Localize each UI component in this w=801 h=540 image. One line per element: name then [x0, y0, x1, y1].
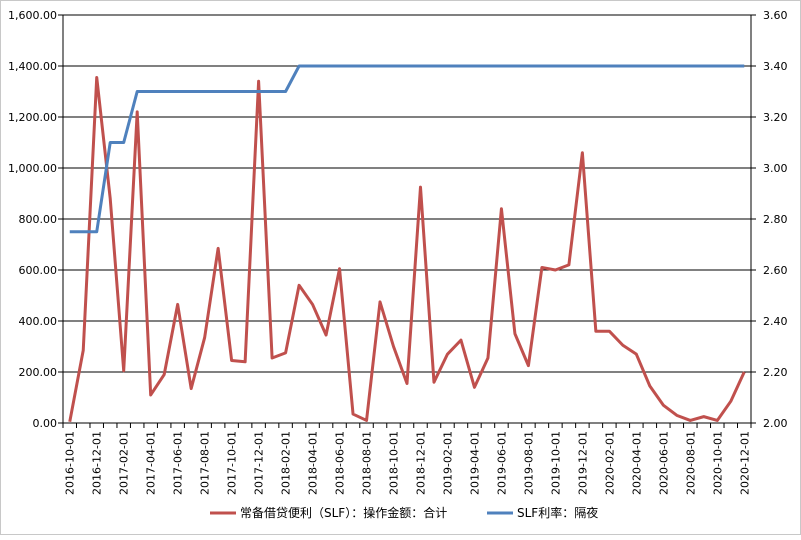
- x-tick-label: 2017-06-01: [172, 431, 185, 495]
- x-tick-label: 2018-08-01: [361, 431, 374, 495]
- x-tick-label: 2017-08-01: [199, 431, 212, 495]
- x-tick-label: 2020-08-01: [684, 431, 697, 495]
- x-tick-label: 2019-06-01: [495, 431, 508, 495]
- x-tick-label: 2020-02-01: [603, 431, 616, 495]
- x-tick-label: 2020-04-01: [630, 431, 643, 495]
- x-tick-label: 2019-12-01: [576, 431, 589, 495]
- x-tick-label: 2019-08-01: [522, 431, 535, 495]
- right-tick-label: 2.60: [763, 264, 788, 277]
- x-tick-label: 2018-12-01: [414, 431, 427, 495]
- x-tick-label: 2017-04-01: [145, 431, 158, 495]
- x-tick-label: 2020-10-01: [711, 431, 724, 495]
- left-tick-label: 200.00: [19, 366, 58, 379]
- left-tick-label: 600.00: [19, 264, 58, 277]
- left-tick-label: 400.00: [19, 315, 58, 328]
- series-line-2: [69, 64, 745, 234]
- left-tick-label: 800.00: [19, 213, 58, 226]
- left-tick-label: 1,000.00: [8, 162, 57, 175]
- series: [68, 64, 746, 423]
- left-tick-label: 1,200.00: [8, 111, 57, 124]
- series-line-1: [68, 75, 746, 423]
- x-tick-label: 2020-12-01: [738, 431, 751, 495]
- right-axis-ticks: 2.00 2.20 2.40 2.60 2.80 3.00 3.20 3.40 3.60: [751, 9, 788, 430]
- left-tick-label: 1,600.00: [8, 9, 57, 22]
- x-tick-label: 2019-10-01: [549, 431, 562, 495]
- right-tick-label: 3.20: [763, 111, 788, 124]
- left-axis-ticks: 0.00 200.00 400.00 600.00 800.00 1,000.00 1,20…: [8, 9, 63, 430]
- right-tick-label: 2.40: [763, 315, 788, 328]
- right-tick-label: 3.00: [763, 162, 788, 175]
- x-tick-label: 2020-06-01: [657, 431, 670, 495]
- x-axis-ticks: 2016-10-01 2016-12-01 2017-02-01 2017-04-01…: [62, 423, 752, 495]
- gridlines: [63, 14, 751, 373]
- right-tick-label: 2.80: [763, 213, 788, 226]
- right-tick-label: 2.00: [763, 417, 788, 430]
- x-tick-label: 2019-04-01: [468, 431, 481, 495]
- x-tick-label: 2017-02-01: [118, 431, 131, 495]
- legend-label-2: SLF利率：隔夜: [517, 505, 598, 520]
- x-tick-label: 2016-12-01: [91, 431, 104, 495]
- x-tick-label: 2018-04-01: [307, 431, 320, 495]
- x-tick-label: 2019-02-01: [441, 431, 454, 495]
- right-tick-label: 3.40: [763, 60, 788, 73]
- right-tick-label: 2.20: [763, 366, 788, 379]
- x-tick-label: 2018-10-01: [388, 431, 401, 495]
- x-tick-label: 2017-10-01: [226, 431, 239, 495]
- x-tick-label: 2018-02-01: [280, 431, 293, 495]
- left-tick-label: 1,400.00: [8, 60, 57, 73]
- x-tick-label: 2016-10-01: [64, 431, 77, 495]
- legend-label-1: 常备借贷便利（SLF）：操作金额：合计: [240, 505, 447, 520]
- x-tick-label: 2018-06-01: [334, 431, 347, 495]
- left-tick-label: 0.00: [33, 417, 58, 430]
- right-tick-label: 3.60: [763, 9, 788, 22]
- x-tick-label: 2017-12-01: [253, 431, 266, 495]
- legend: 常备借贷便利（SLF）：操作金额：合计 SLF利率：隔夜: [210, 505, 598, 520]
